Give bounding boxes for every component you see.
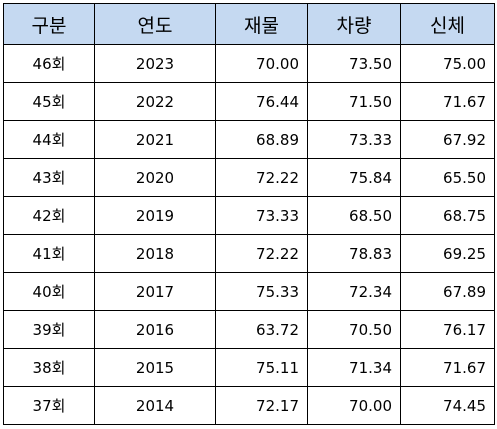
table-cell: 72.34 bbox=[307, 272, 401, 311]
table-row: 46회 2023 70.00 73.50 75.00 bbox=[3, 44, 495, 83]
header-cell: 신체 bbox=[400, 3, 495, 45]
table-cell: 2019 bbox=[94, 196, 216, 235]
table-cell: 74.45 bbox=[400, 386, 495, 425]
table-row: 44회 2021 68.89 73.33 67.92 bbox=[3, 120, 495, 159]
table-cell: 70.00 bbox=[307, 386, 401, 425]
table-cell: 67.89 bbox=[400, 272, 495, 311]
table-cell: 71.34 bbox=[307, 348, 401, 387]
header-cell: 연도 bbox=[94, 3, 216, 45]
table-cell: 75.11 bbox=[215, 348, 308, 387]
table-cell: 71.50 bbox=[307, 82, 401, 121]
table-row: 39회 2016 63.72 70.50 76.17 bbox=[3, 310, 495, 349]
header-row: 구분 연도 재물 차량 신체 bbox=[3, 3, 495, 45]
table-row: 40회 2017 75.33 72.34 67.89 bbox=[3, 272, 495, 311]
table-body: 46회 2023 70.00 73.50 75.00 45회 2022 76.44 71.50 7… bbox=[3, 44, 495, 425]
table-cell: 43회 bbox=[3, 158, 95, 197]
table-cell: 2018 bbox=[94, 234, 216, 273]
table-cell: 72.17 bbox=[215, 386, 308, 425]
table-cell: 70.00 bbox=[215, 44, 308, 83]
table-cell: 71.67 bbox=[400, 348, 495, 387]
table-row: 41회 2018 72.22 78.83 69.25 bbox=[3, 234, 495, 273]
table-cell: 75.00 bbox=[400, 44, 495, 83]
table-row: 43회 2020 72.22 75.84 65.50 bbox=[3, 158, 495, 197]
table-cell: 2021 bbox=[94, 120, 216, 159]
table-cell: 67.92 bbox=[400, 120, 495, 159]
table-cell: 68.50 bbox=[307, 196, 401, 235]
table-cell: 75.33 bbox=[215, 272, 308, 311]
table-cell: 46회 bbox=[3, 44, 95, 83]
header-cell: 차량 bbox=[307, 3, 401, 45]
table-cell: 37회 bbox=[3, 386, 95, 425]
table-row: 38회 2015 75.11 71.34 71.67 bbox=[3, 348, 495, 387]
table-cell: 76.44 bbox=[215, 82, 308, 121]
table-cell: 2014 bbox=[94, 386, 216, 425]
table-cell: 69.25 bbox=[400, 234, 495, 273]
data-table: 구분 연도 재물 차량 신체 46회 2023 70.00 73.50 75.00 45회 2022… bbox=[3, 3, 495, 425]
table-cell: 40회 bbox=[3, 272, 95, 311]
header-cell: 구분 bbox=[3, 3, 95, 45]
table-cell: 2016 bbox=[94, 310, 216, 349]
table-cell: 2015 bbox=[94, 348, 216, 387]
table-cell: 45회 bbox=[3, 82, 95, 121]
table-cell: 63.72 bbox=[215, 310, 308, 349]
table-cell: 41회 bbox=[3, 234, 95, 273]
table-cell: 42회 bbox=[3, 196, 95, 235]
table-cell: 39회 bbox=[3, 310, 95, 349]
table-cell: 73.33 bbox=[215, 196, 308, 235]
table-cell: 2017 bbox=[94, 272, 216, 311]
table-row: 45회 2022 76.44 71.50 71.67 bbox=[3, 82, 495, 121]
table-cell: 65.50 bbox=[400, 158, 495, 197]
table-cell: 72.22 bbox=[215, 158, 308, 197]
table-row: 37회 2014 72.17 70.00 74.45 bbox=[3, 386, 495, 425]
table-row: 42회 2019 73.33 68.50 68.75 bbox=[3, 196, 495, 235]
table-cell: 38회 bbox=[3, 348, 95, 387]
table-cell: 78.83 bbox=[307, 234, 401, 273]
header-cell: 재물 bbox=[215, 3, 308, 45]
table-cell: 73.33 bbox=[307, 120, 401, 159]
table-cell: 70.50 bbox=[307, 310, 401, 349]
table-cell: 2022 bbox=[94, 82, 216, 121]
table-cell: 68.89 bbox=[215, 120, 308, 159]
table-cell: 44회 bbox=[3, 120, 95, 159]
table-cell: 68.75 bbox=[400, 196, 495, 235]
table-cell: 73.50 bbox=[307, 44, 401, 83]
table-cell: 72.22 bbox=[215, 234, 308, 273]
table-cell: 2023 bbox=[94, 44, 216, 83]
table-cell: 75.84 bbox=[307, 158, 401, 197]
table-cell: 2020 bbox=[94, 158, 216, 197]
table-cell: 76.17 bbox=[400, 310, 495, 349]
table-cell: 71.67 bbox=[400, 82, 495, 121]
